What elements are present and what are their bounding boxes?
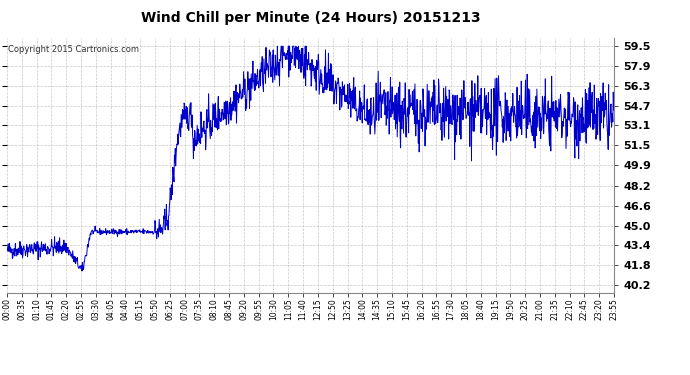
Text: Copyright 2015 Cartronics.com: Copyright 2015 Cartronics.com	[8, 45, 139, 54]
Text: Wind Chill per Minute (24 Hours) 20151213: Wind Chill per Minute (24 Hours) 2015121…	[141, 11, 480, 25]
